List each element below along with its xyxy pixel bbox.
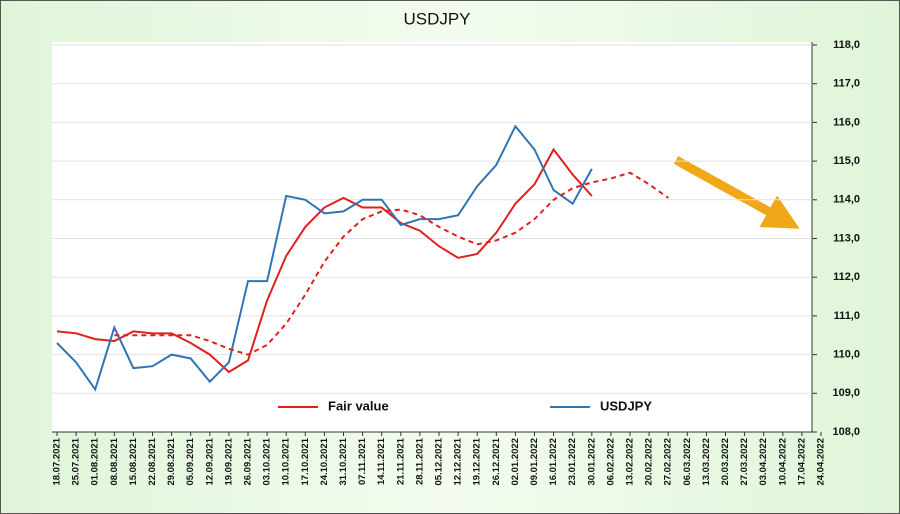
x-tick-label: 19.09.2021 [223, 437, 234, 485]
x-tick-label: 02.01.2022 [510, 438, 521, 486]
x-tick-label: 26.09.2021 [243, 437, 254, 485]
x-tick-label: 21.11.2021 [395, 437, 406, 485]
y-tick-label: 108,0 [832, 426, 860, 438]
x-tick-label: 24.10.2021 [319, 437, 330, 485]
x-tick-label: 19.12.2021 [472, 437, 483, 485]
x-tick-label: 08.08.2021 [109, 437, 120, 485]
series-line [56, 147, 593, 374]
x-tick-label: 23.01.2022 [567, 438, 578, 486]
x-tick-label: 25.07.2021 [71, 437, 82, 485]
x-tick-label: 13.03.2022 [701, 438, 712, 486]
x-tick-label: 15.08.2021 [128, 437, 139, 485]
x-tick-label: 31.10.2021 [338, 437, 349, 485]
x-tick-label: 20.03.2022 [720, 438, 731, 486]
x-tick-label: 28.11.2021 [414, 437, 425, 485]
series-line [56, 124, 593, 392]
x-tick-label: 01.08.2021 [90, 437, 101, 485]
y-tick-label: 113,0 [833, 232, 860, 244]
x-tick-label: 12.09.2021 [204, 437, 215, 485]
x-tick-label: 09.01.2022 [529, 438, 540, 486]
x-tick-label: 16.01.2022 [548, 438, 559, 486]
x-tick-label: 12.12.2021 [453, 437, 464, 485]
x-tick-label: 03.04.2022 [758, 438, 769, 486]
y-tick-label: 117,0 [833, 78, 860, 90]
chart-title: USDJPY [403, 9, 470, 28]
trend-arrow [673, 156, 800, 229]
series-line [114, 171, 669, 356]
x-tick-label: 14.11.2021 [376, 437, 387, 485]
x-tick-label: 07.11.2021 [357, 437, 368, 485]
x-tick-label: 29.08.2021 [166, 437, 177, 485]
x-tick-label: 06.03.2022 [682, 438, 693, 486]
x-tick-label: 22.08.2021 [147, 437, 158, 485]
y-tick-label: 111,0 [834, 310, 860, 322]
x-tick-label: 03.10.2021 [262, 437, 273, 485]
y-tick-label: 110,0 [833, 349, 860, 361]
x-tick-label: 05.12.2021 [434, 437, 445, 485]
x-tick-label: 30.01.2022 [586, 438, 597, 486]
y-tick-label: 115,0 [833, 155, 860, 167]
plot-area [52, 42, 812, 432]
x-tick-label: 06.02.2022 [605, 438, 616, 486]
legend-label: USDJPY [600, 398, 652, 413]
x-tick-label: 10.10.2021 [281, 437, 292, 485]
x-tick-label: 24.04.2022 [816, 438, 827, 486]
y-tick-label: 112,0 [833, 271, 860, 283]
x-tick-label: 17.04.2022 [796, 438, 807, 486]
legend-label: Fair value [328, 398, 389, 413]
x-tick-label: 27.03.2022 [739, 438, 750, 486]
y-tick-label: 114,0 [833, 194, 860, 206]
x-tick-label: 10.04.2022 [777, 438, 788, 486]
y-tick-label: 116,0 [833, 116, 860, 128]
x-tick-label: 18.07.2021 [52, 437, 63, 485]
x-tick-label: 13.02.2022 [625, 438, 636, 486]
y-tick-label: 118,0 [833, 39, 860, 51]
y-tick-label: 109,0 [832, 387, 860, 399]
x-tick-label: 05.09.2021 [185, 437, 196, 485]
x-tick-label: 26.12.2021 [491, 437, 502, 485]
x-tick-label: 27.02.2022 [663, 438, 674, 486]
x-tick-label: 20.02.2022 [644, 438, 655, 486]
x-tick-label: 17.10.2021 [300, 437, 311, 485]
